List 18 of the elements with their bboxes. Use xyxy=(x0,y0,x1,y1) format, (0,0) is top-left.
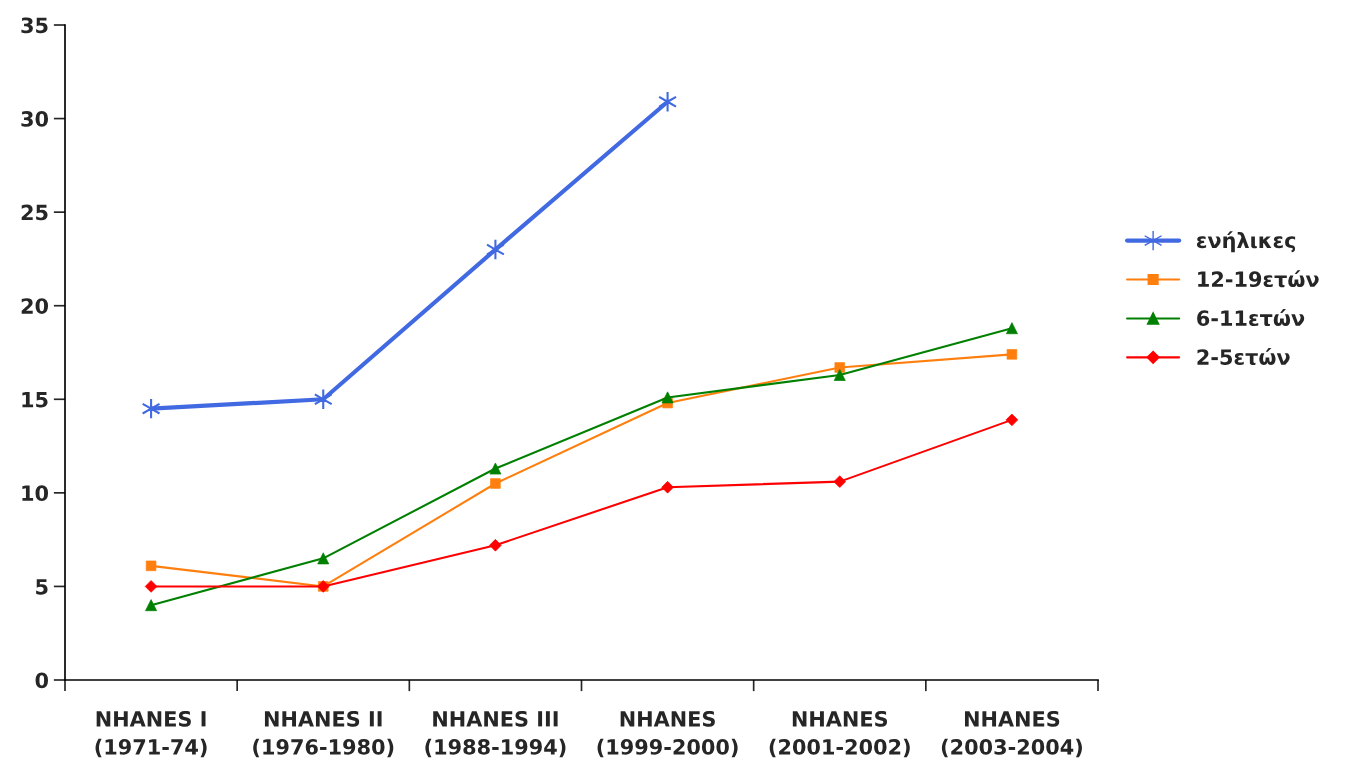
legend-label: 2-5ετών xyxy=(1197,347,1290,366)
x-tick-label: NHANES (1999-2000) xyxy=(597,710,738,758)
y-tick-label: 30 xyxy=(21,111,49,127)
x-tick-label: NHANES (2001-2002) xyxy=(769,710,910,758)
legend-label: ενήλικες xyxy=(1196,231,1296,253)
y-tick-label: 35 xyxy=(21,17,48,34)
y-tick-label: 5 xyxy=(36,579,48,595)
x-tick-label: NHANES III (1988-1994) xyxy=(425,710,566,758)
y-tick-label: 20 xyxy=(21,298,49,314)
legend-label: 12-19ετών xyxy=(1198,270,1319,288)
y-tick-label: 15 xyxy=(22,392,48,408)
y-tick-label: 0 xyxy=(35,672,49,689)
y-tick-label: 10 xyxy=(22,485,49,502)
x-tick-label: NHANES II (1976-1980) xyxy=(253,710,394,758)
x-tick-label: NHANES I (1971-74) xyxy=(95,710,207,758)
x-tick-label: NHANES (2003-2004) xyxy=(941,710,1082,758)
y-tick-label: 25 xyxy=(21,204,48,221)
legend-label: 6-11ετών xyxy=(1197,309,1305,327)
